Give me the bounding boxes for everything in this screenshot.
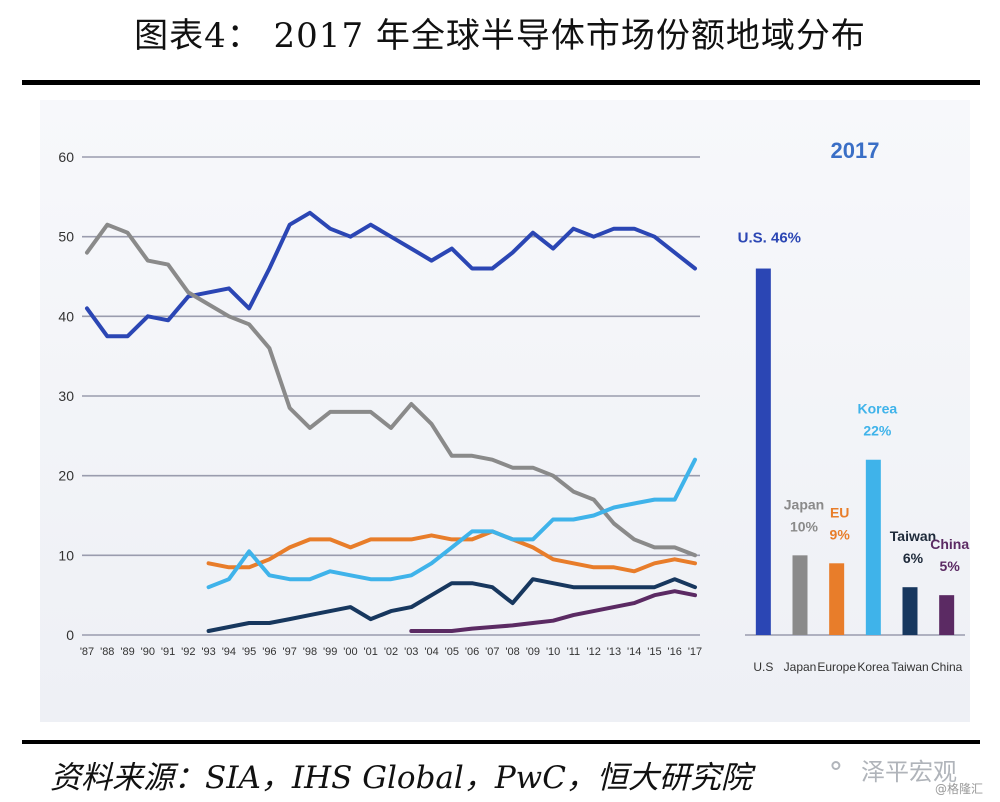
- bar-value-label: 6%: [903, 550, 924, 566]
- x-tick-label: '03: [404, 646, 418, 658]
- bar-japan: [792, 555, 808, 635]
- x-tick-label: '88: [100, 646, 114, 658]
- y-tick-label: 10: [58, 547, 74, 563]
- bar-category-label: Korea: [857, 660, 889, 674]
- series-line-korea: [206, 457, 697, 590]
- chart-panel: 0 10 20 30 40 50 60 '87 '88 '89 '90 '91 '92 '93 '94 '95…: [40, 100, 970, 722]
- chart-svg: 0 10 20 30 40 50 60 '87 '88 '89 '90 '91 '92 '93 '94 '95…: [58, 138, 969, 674]
- bar-category-label: Europe: [817, 660, 856, 674]
- x-tick-label: '98: [303, 646, 317, 658]
- bar-china: [939, 595, 955, 635]
- bar-name-label: Taiwan: [890, 528, 936, 544]
- series-line-us: [85, 210, 697, 339]
- bar-us: [755, 268, 771, 635]
- bar-category-label: Japan: [784, 660, 817, 674]
- x-tick-label: '06: [465, 646, 479, 658]
- x-tick-label: '93: [201, 646, 215, 658]
- bottom-rule: [22, 740, 980, 744]
- bar-category-label: U.S: [753, 660, 773, 674]
- x-tick-label: '04: [424, 646, 438, 658]
- x-tick-label: '16: [668, 646, 682, 658]
- x-tick-label: '00: [343, 646, 357, 658]
- bar-europe: [829, 563, 845, 635]
- y-tick-label: 60: [58, 149, 74, 165]
- bar-taiwan: [902, 587, 918, 635]
- x-tick-label: '12: [586, 646, 600, 658]
- x-tick-label: '95: [242, 646, 256, 658]
- x-tick-label: '07: [485, 646, 499, 658]
- x-tick-label: '97: [282, 646, 296, 658]
- x-tick-label: '15: [647, 646, 661, 658]
- x-tick-label: '10: [546, 646, 560, 658]
- bar-name-label: EU: [830, 504, 849, 520]
- bar-category-label: China: [931, 660, 963, 674]
- x-tick-label: '87: [80, 646, 94, 658]
- x-tick-label: '09: [526, 646, 540, 658]
- x-tick-label: '99: [323, 646, 337, 658]
- bar-value-label: 5%: [940, 558, 961, 574]
- y-tick-label: 50: [58, 229, 74, 245]
- x-tick-label: '96: [262, 646, 276, 658]
- bar-name-label: Korea: [857, 401, 897, 417]
- bar-name-label: China: [930, 536, 969, 552]
- bar-value-label: 9%: [830, 526, 851, 542]
- x-tick-label: '90: [141, 646, 155, 658]
- x-tick-label: '02: [384, 646, 398, 658]
- bar-korea: [865, 459, 881, 635]
- source-note: 资料来源：SIA，IHS Global，PwC，恒大研究院: [50, 760, 752, 796]
- watermark-name: 泽平宏观: [861, 758, 957, 786]
- bar-value-label: 10%: [790, 518, 819, 534]
- x-tick-label: '14: [627, 646, 641, 658]
- x-tick-label: '92: [181, 646, 195, 658]
- series-line-japan: [85, 222, 697, 558]
- y-tick-label: 0: [66, 627, 74, 643]
- bar-name-label: Japan: [784, 496, 824, 512]
- x-tick-label: '13: [607, 646, 621, 658]
- x-tick-label: '05: [445, 646, 459, 658]
- y-tick-label: 20: [58, 468, 74, 484]
- x-tick-label: '17: [688, 646, 702, 658]
- page-title: 图表4： 2017 年全球半导体市场份额地域分布: [134, 16, 866, 56]
- x-tick-label: '11: [567, 646, 581, 658]
- bar-category-label: Taiwan: [891, 660, 928, 674]
- x-tick-label: '08: [505, 646, 519, 658]
- bar-value-label: 22%: [863, 423, 892, 439]
- top-rule: [22, 80, 980, 85]
- bar-value-label: U.S. 46%: [738, 230, 801, 247]
- series-line-china: [409, 589, 697, 633]
- watermark: ⚬ 泽平宏观 @格隆汇: [825, 748, 995, 798]
- wechat-bubble-icon: ⚬: [825, 752, 847, 782]
- x-tick-label: '89: [120, 646, 134, 658]
- x-tick-label: '94: [222, 646, 236, 658]
- x-tick-label: '01: [364, 646, 378, 658]
- x-tick-label: '91: [161, 646, 175, 658]
- series-line-europe: [206, 529, 697, 574]
- y-tick-label: 40: [58, 308, 74, 324]
- y-tick-label: 30: [58, 388, 74, 404]
- watermark-sub: @格隆汇: [935, 782, 984, 796]
- series-line-taiwan: [206, 577, 697, 633]
- bar-chart-title: 2017: [831, 138, 880, 163]
